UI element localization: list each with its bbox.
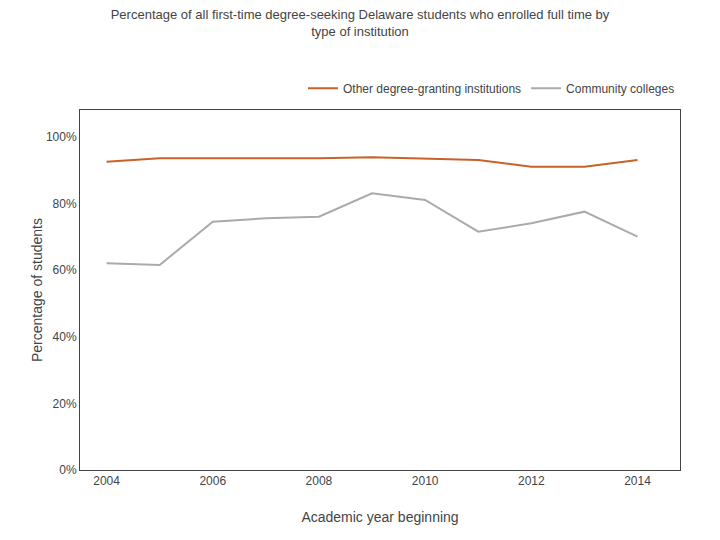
svg-text:2008: 2008: [306, 474, 333, 488]
svg-text:80%: 80%: [53, 197, 77, 211]
svg-text:0%: 0%: [59, 463, 77, 477]
svg-text:Academic year beginning: Academic year beginning: [301, 509, 458, 525]
svg-text:Community colleges: Community colleges: [566, 82, 674, 96]
svg-text:100%: 100%: [46, 130, 77, 144]
svg-text:Percentage of students: Percentage of students: [29, 218, 45, 362]
svg-text:Percentage of all first-time d: Percentage of all first-time degree-seek…: [111, 7, 610, 39]
svg-text:2006: 2006: [199, 474, 226, 488]
svg-text:2014: 2014: [624, 474, 651, 488]
svg-text:2004: 2004: [93, 474, 120, 488]
svg-text:Other degree-granting institut: Other degree-granting institutions: [343, 82, 521, 96]
svg-text:40%: 40%: [53, 330, 77, 344]
svg-text:60%: 60%: [53, 263, 77, 277]
svg-text:2010: 2010: [412, 474, 439, 488]
svg-text:2012: 2012: [518, 474, 545, 488]
svg-text:20%: 20%: [53, 397, 77, 411]
